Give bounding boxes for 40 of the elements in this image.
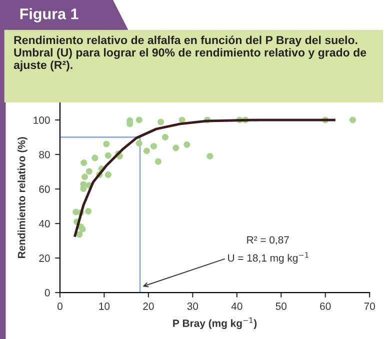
x-tick-label: 60 <box>320 302 331 310</box>
annotation: U = 18,1 mg kg$^{−1}$ <box>228 252 308 264</box>
point <box>154 158 162 165</box>
chart-title: Figura 1 <box>20 8 78 22</box>
point <box>158 118 164 126</box>
x-tick-label: 20 <box>143 302 154 310</box>
point <box>85 208 92 215</box>
chart-subtitle: Rendimiento relativo de alfalfa en función del P Bray del suelo. Umbral (U) para lograr el 90% de rendimiento relativo y grado de ajuste (R²). <box>14 36 366 72</box>
x-tick-label: 50 <box>276 302 287 310</box>
x-tick-label: 40 <box>231 302 242 310</box>
point <box>92 154 98 162</box>
y-tick-label: 40 <box>38 220 50 228</box>
x-tick-label: 70 <box>364 302 375 310</box>
point <box>136 116 142 124</box>
point <box>143 148 150 154</box>
point <box>184 141 190 148</box>
y-tick-label: 0 <box>44 289 50 296</box>
annotation: R² = 0,87 <box>247 236 289 245</box>
y-tick-label: 20 <box>39 254 50 262</box>
point <box>136 140 142 147</box>
point <box>206 152 214 160</box>
point <box>350 116 356 124</box>
point <box>104 171 112 178</box>
x-axis-title: P Bray (mg kg$^{−1}$) <box>173 318 257 330</box>
x-tick-label: 10 <box>99 302 110 310</box>
y-tick-label: 100 <box>34 116 50 124</box>
y-tick-label: 80 <box>39 150 50 158</box>
point <box>103 140 110 148</box>
point <box>104 152 112 159</box>
point <box>86 168 92 175</box>
point <box>172 144 180 152</box>
point <box>76 231 83 238</box>
point <box>162 134 169 140</box>
point <box>81 174 88 180</box>
y-axis-title: Rendimiento relativo (%) <box>18 137 28 258</box>
x-tick-label: 30 <box>187 302 198 310</box>
point <box>150 142 158 150</box>
x-tick-label: 0 <box>57 302 62 310</box>
point <box>80 160 88 166</box>
y-tick-label: 60 <box>39 186 50 193</box>
